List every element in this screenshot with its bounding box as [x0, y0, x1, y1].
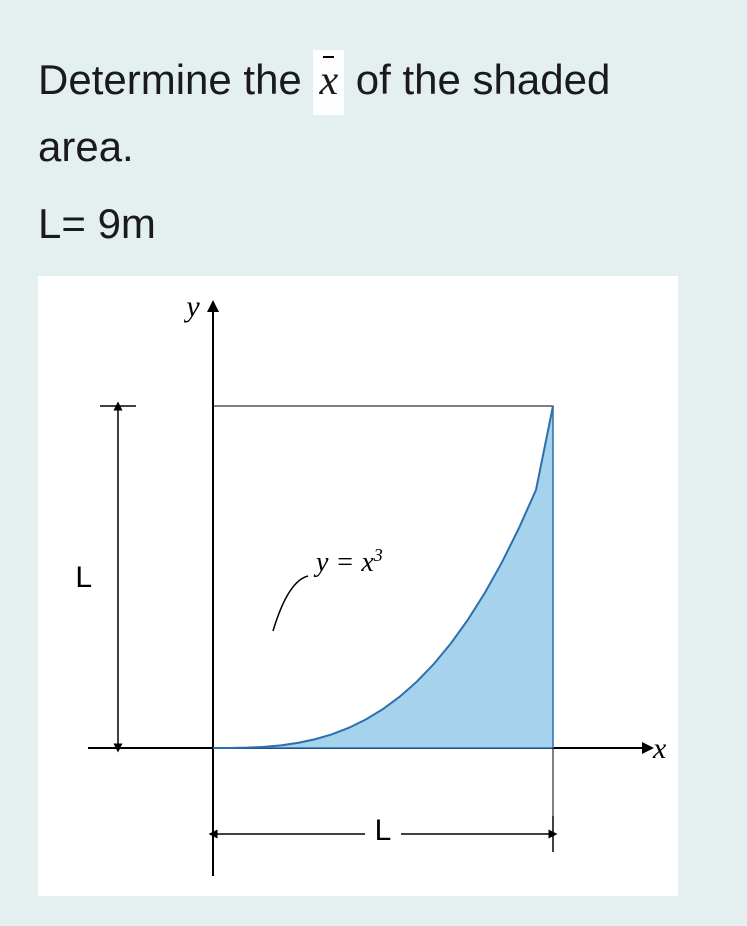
curve-equation: y = x3 — [313, 545, 383, 578]
xbar-char: x — [319, 58, 338, 104]
x-axis-label: x — [652, 732, 667, 765]
question-before: Determine the — [38, 56, 313, 103]
dim-bottom-label: L — [375, 814, 392, 847]
question-text: Determine the x of the shaded area. — [38, 48, 709, 178]
shaded-region — [213, 406, 553, 748]
given-line: L= 9m — [38, 200, 709, 248]
xbar-symbol: x — [313, 50, 344, 115]
curve-label-leader — [273, 576, 308, 631]
figure-svg: y x L Ly = x3 — [38, 276, 678, 896]
given-param: L — [38, 200, 61, 247]
dim-left-label: L — [75, 561, 92, 594]
given-eq: = — [61, 200, 86, 247]
given-value: 9m — [98, 200, 156, 247]
figure-panel: y x L Ly = x3 — [38, 276, 678, 896]
overbar — [323, 56, 334, 58]
y-axis-label: y — [183, 290, 200, 323]
